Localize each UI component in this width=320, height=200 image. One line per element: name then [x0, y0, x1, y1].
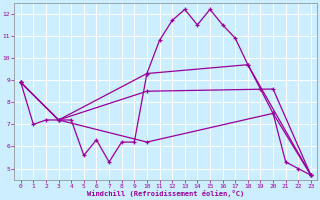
X-axis label: Windchill (Refroidissement éolien,°C): Windchill (Refroidissement éolien,°C): [87, 190, 244, 197]
